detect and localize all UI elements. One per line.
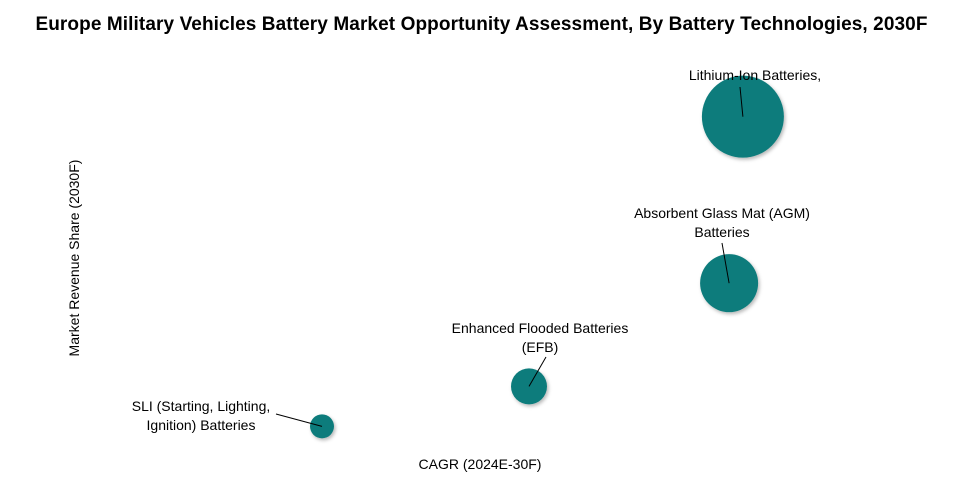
bubble-label-line: Absorbent Glass Mat (AGM) bbox=[634, 205, 810, 221]
bubble-label-line: (EFB) bbox=[521, 339, 559, 355]
bubble-label-agm: Absorbent Glass Mat (AGM) Batteries bbox=[600, 204, 844, 242]
leader-line-sli bbox=[275, 413, 323, 427]
leader-line-efb bbox=[528, 356, 547, 387]
bubble-label-line: Ignition) Batteries bbox=[146, 417, 256, 433]
bubble-label-line: Batteries bbox=[694, 224, 750, 240]
chart-title: Europe Military Vehicles Battery Market … bbox=[35, 14, 928, 35]
bubble-label-efb: Enhanced Flooded Batteries (EFB) bbox=[426, 319, 654, 357]
bubble-label-lithium-ion: Lithium-Ion Batteries, bbox=[640, 66, 870, 85]
leader-line-lithium-ion bbox=[739, 86, 744, 117]
bubble-label-sli: SLI (Starting, Lighting, Ignition) Batte… bbox=[112, 397, 290, 435]
bubble-label-line: Enhanced Flooded Batteries bbox=[451, 320, 629, 336]
x-axis-label: CAGR (2024E-30F) bbox=[418, 456, 542, 472]
bubble-label-line: Lithium-Ion Batteries, bbox=[688, 67, 822, 83]
leader-line-agm bbox=[721, 242, 730, 284]
bubble-label-line: SLI (Starting, Lighting, bbox=[131, 398, 271, 414]
